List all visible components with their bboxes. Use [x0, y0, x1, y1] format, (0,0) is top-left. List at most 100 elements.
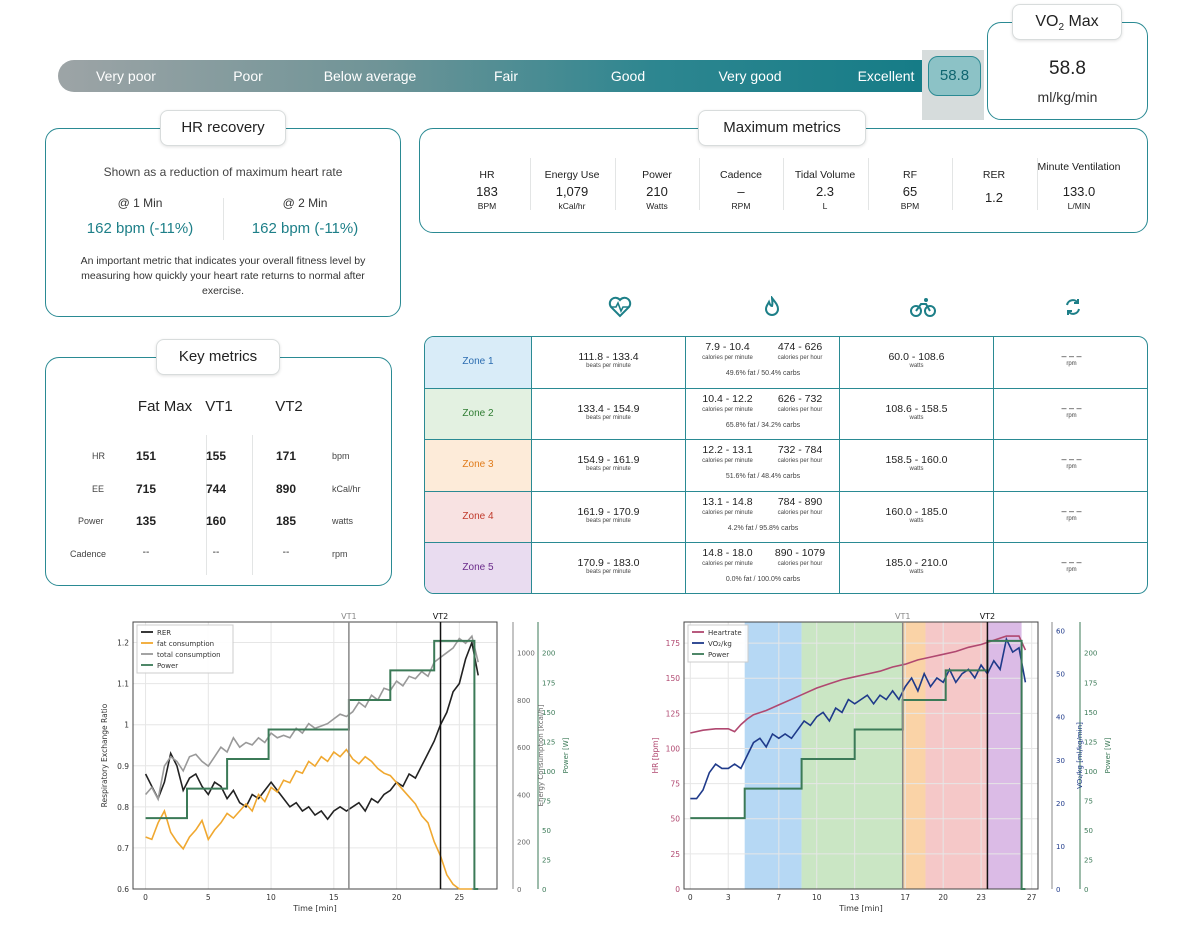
zone-power-cell: 185.0 - 210.0 watts: [840, 543, 994, 593]
key-metrics-row-label: Power: [78, 516, 104, 526]
zone-hr-unit: beats per minute: [586, 466, 631, 473]
x-tick-label: 20: [938, 893, 948, 902]
zone-hr-range: 154.9 - 161.9: [577, 454, 640, 467]
y3-tick-label: 150: [542, 709, 555, 717]
zone-hr-unit: beats per minute: [586, 363, 631, 369]
max-metric-label: Minute Ventilation: [1037, 161, 1121, 173]
max-metric-divider: [868, 158, 869, 210]
key-metrics-col-header: VT2: [275, 398, 303, 415]
y2-tick-label: 600: [517, 744, 530, 752]
zone-name: Zone 1: [462, 356, 494, 367]
key-metrics-unit: bpm: [332, 451, 350, 461]
chart-legend: RER fat consumption total consumption Power: [136, 624, 234, 674]
cadence-icon: [1063, 297, 1083, 317]
key-metrics-value: 135: [135, 514, 157, 528]
y3-tick-label: 25: [1084, 856, 1093, 864]
key-metrics-value: 151: [135, 449, 157, 463]
zone-fuel-ratio: 65.8% fat / 34.2% carbs: [725, 421, 801, 429]
max-metrics-title: Maximum metrics: [698, 110, 866, 146]
y3-tick-label: 100: [542, 768, 555, 776]
max-metric-value: 2.3: [815, 184, 835, 199]
threshold-label: VT2: [980, 612, 995, 621]
key-metrics-col-header: VT1: [205, 398, 233, 415]
max-metric-value: 1,079: [555, 184, 589, 199]
zone-hr-unit: beats per minute: [586, 517, 631, 524]
zone-calories-cell: 12.2 - 13.1 calories per minute 732 - 784 c…: [686, 440, 840, 492]
y-tick-label: 175: [666, 639, 681, 648]
key-metrics-unit: rpm: [332, 549, 348, 559]
y3-tick-label: 75: [1084, 797, 1093, 805]
zone-cadence-cell: – – – rpm: [994, 440, 1147, 492]
x-tick-label: 10: [812, 893, 822, 902]
vo2max-title-sub: 2: [1058, 22, 1064, 34]
max-metric-unit: L/MIN: [1067, 201, 1091, 211]
y-tick-label: 100: [666, 744, 681, 753]
plot-frame: [683, 621, 1039, 890]
y2-tick-label: 40: [1056, 714, 1065, 722]
max-metric-value: 1.2: [984, 190, 1004, 205]
y3-tick-label: 75: [542, 797, 551, 805]
chart-legend: Heartrate VO₂/kg Power: [687, 624, 749, 663]
y2-tick-label: 50: [1056, 671, 1065, 679]
zone-power-cell: 108.6 - 158.5 watts: [840, 388, 994, 441]
zone-hr-cell: 111.8 - 133.4 beats per minute: [532, 337, 686, 389]
zone-cal-hr-unit: calories per hour: [777, 406, 823, 413]
threshold-label: VT2: [433, 612, 448, 621]
y2-tick-label: 60: [1056, 628, 1065, 636]
zone-cadence-unit: rpm: [1066, 361, 1077, 367]
y-tick-label: 75: [670, 780, 680, 789]
legend-label: Heartrate: [708, 629, 742, 637]
max-metric-unit: RPM: [731, 201, 751, 211]
hr-recovery-title: HR recovery: [160, 110, 286, 146]
x-axis-label: Time [min]: [292, 904, 336, 912]
y-tick-label: 0.9: [117, 762, 129, 771]
max-metric-divider: [615, 158, 616, 210]
zone-power-unit: watts: [909, 414, 924, 421]
max-metric-unit: BPM: [477, 201, 497, 211]
y-tick-label: 50: [670, 815, 680, 824]
max-metric-label: HR: [479, 169, 495, 181]
y-tick-label: 0.6: [117, 885, 129, 894]
y3-tick-label: 125: [1084, 738, 1097, 746]
zone-hr-unit: beats per minute: [586, 414, 631, 421]
y2-tick-label: 400: [517, 791, 530, 799]
zone-table: Zone 1 111.8 - 133.4 beats per minute 7.9 -…: [424, 336, 1148, 594]
plot-frame: [132, 621, 498, 890]
max-metric-label: Tidal Volume: [794, 169, 856, 181]
y-tick-label: 0.8: [117, 803, 129, 812]
zone-power-cell: 160.0 - 185.0 watts: [840, 491, 994, 544]
zone-power-cell: 158.5 - 160.0 watts: [840, 440, 994, 492]
threshold-label: VT1: [895, 612, 910, 621]
zone-band: [925, 622, 988, 889]
zone-hr-cell: 161.9 - 170.9 beats per minute: [532, 491, 686, 544]
zone-cadence-range: – – –: [1061, 402, 1082, 413]
zone-fuel-ratio: 49.6% fat / 50.4% carbs: [725, 370, 801, 377]
cycling-icon: [909, 296, 937, 318]
key-metrics-card: [45, 357, 392, 586]
zone-calories-cell: 14.8 - 18.0 calories per minute 890 - 1079…: [686, 543, 840, 593]
y-tick-label: 125: [666, 709, 681, 718]
hr-recovery-2min-label: @ 2 Min: [282, 196, 328, 210]
zone-name: Zone 3: [462, 459, 494, 471]
zone-cal-hr: 784 - 890: [777, 495, 823, 508]
max-metric-unit: Watts: [646, 201, 668, 211]
zone-hr-range: 111.8 - 133.4: [578, 351, 639, 363]
zone-cadence-range: – – –: [1061, 557, 1082, 568]
max-metric-value: 133.0: [1062, 184, 1096, 199]
y2-tick-label: 800: [517, 697, 530, 705]
zone-cadence-unit: rpm: [1066, 515, 1077, 522]
key-metrics-value: 185: [275, 514, 297, 528]
hr-recovery-description: Shown as a reduction of maximum heart ra…: [103, 165, 343, 179]
key-metrics-value: 890: [275, 482, 297, 496]
zone-cadence-unit: rpm: [1066, 412, 1077, 419]
zone-cal-hr: 890 - 1079: [774, 547, 826, 560]
zone-cadence-cell: – – – rpm: [994, 337, 1147, 389]
zone-row: Zone 3 154.9 - 161.9 beats per minute 12.2 …: [425, 440, 1147, 492]
zone-power-range: 108.6 - 158.5: [885, 402, 948, 415]
zone-cal-min-unit: calories per minute: [702, 458, 753, 465]
zone-cal-hr-unit: calories per hour: [777, 561, 823, 568]
zone-power-range: 160.0 - 185.0: [885, 505, 948, 518]
hr-recovery-divider: [223, 198, 224, 240]
key-metrics-value: 171: [275, 449, 297, 463]
